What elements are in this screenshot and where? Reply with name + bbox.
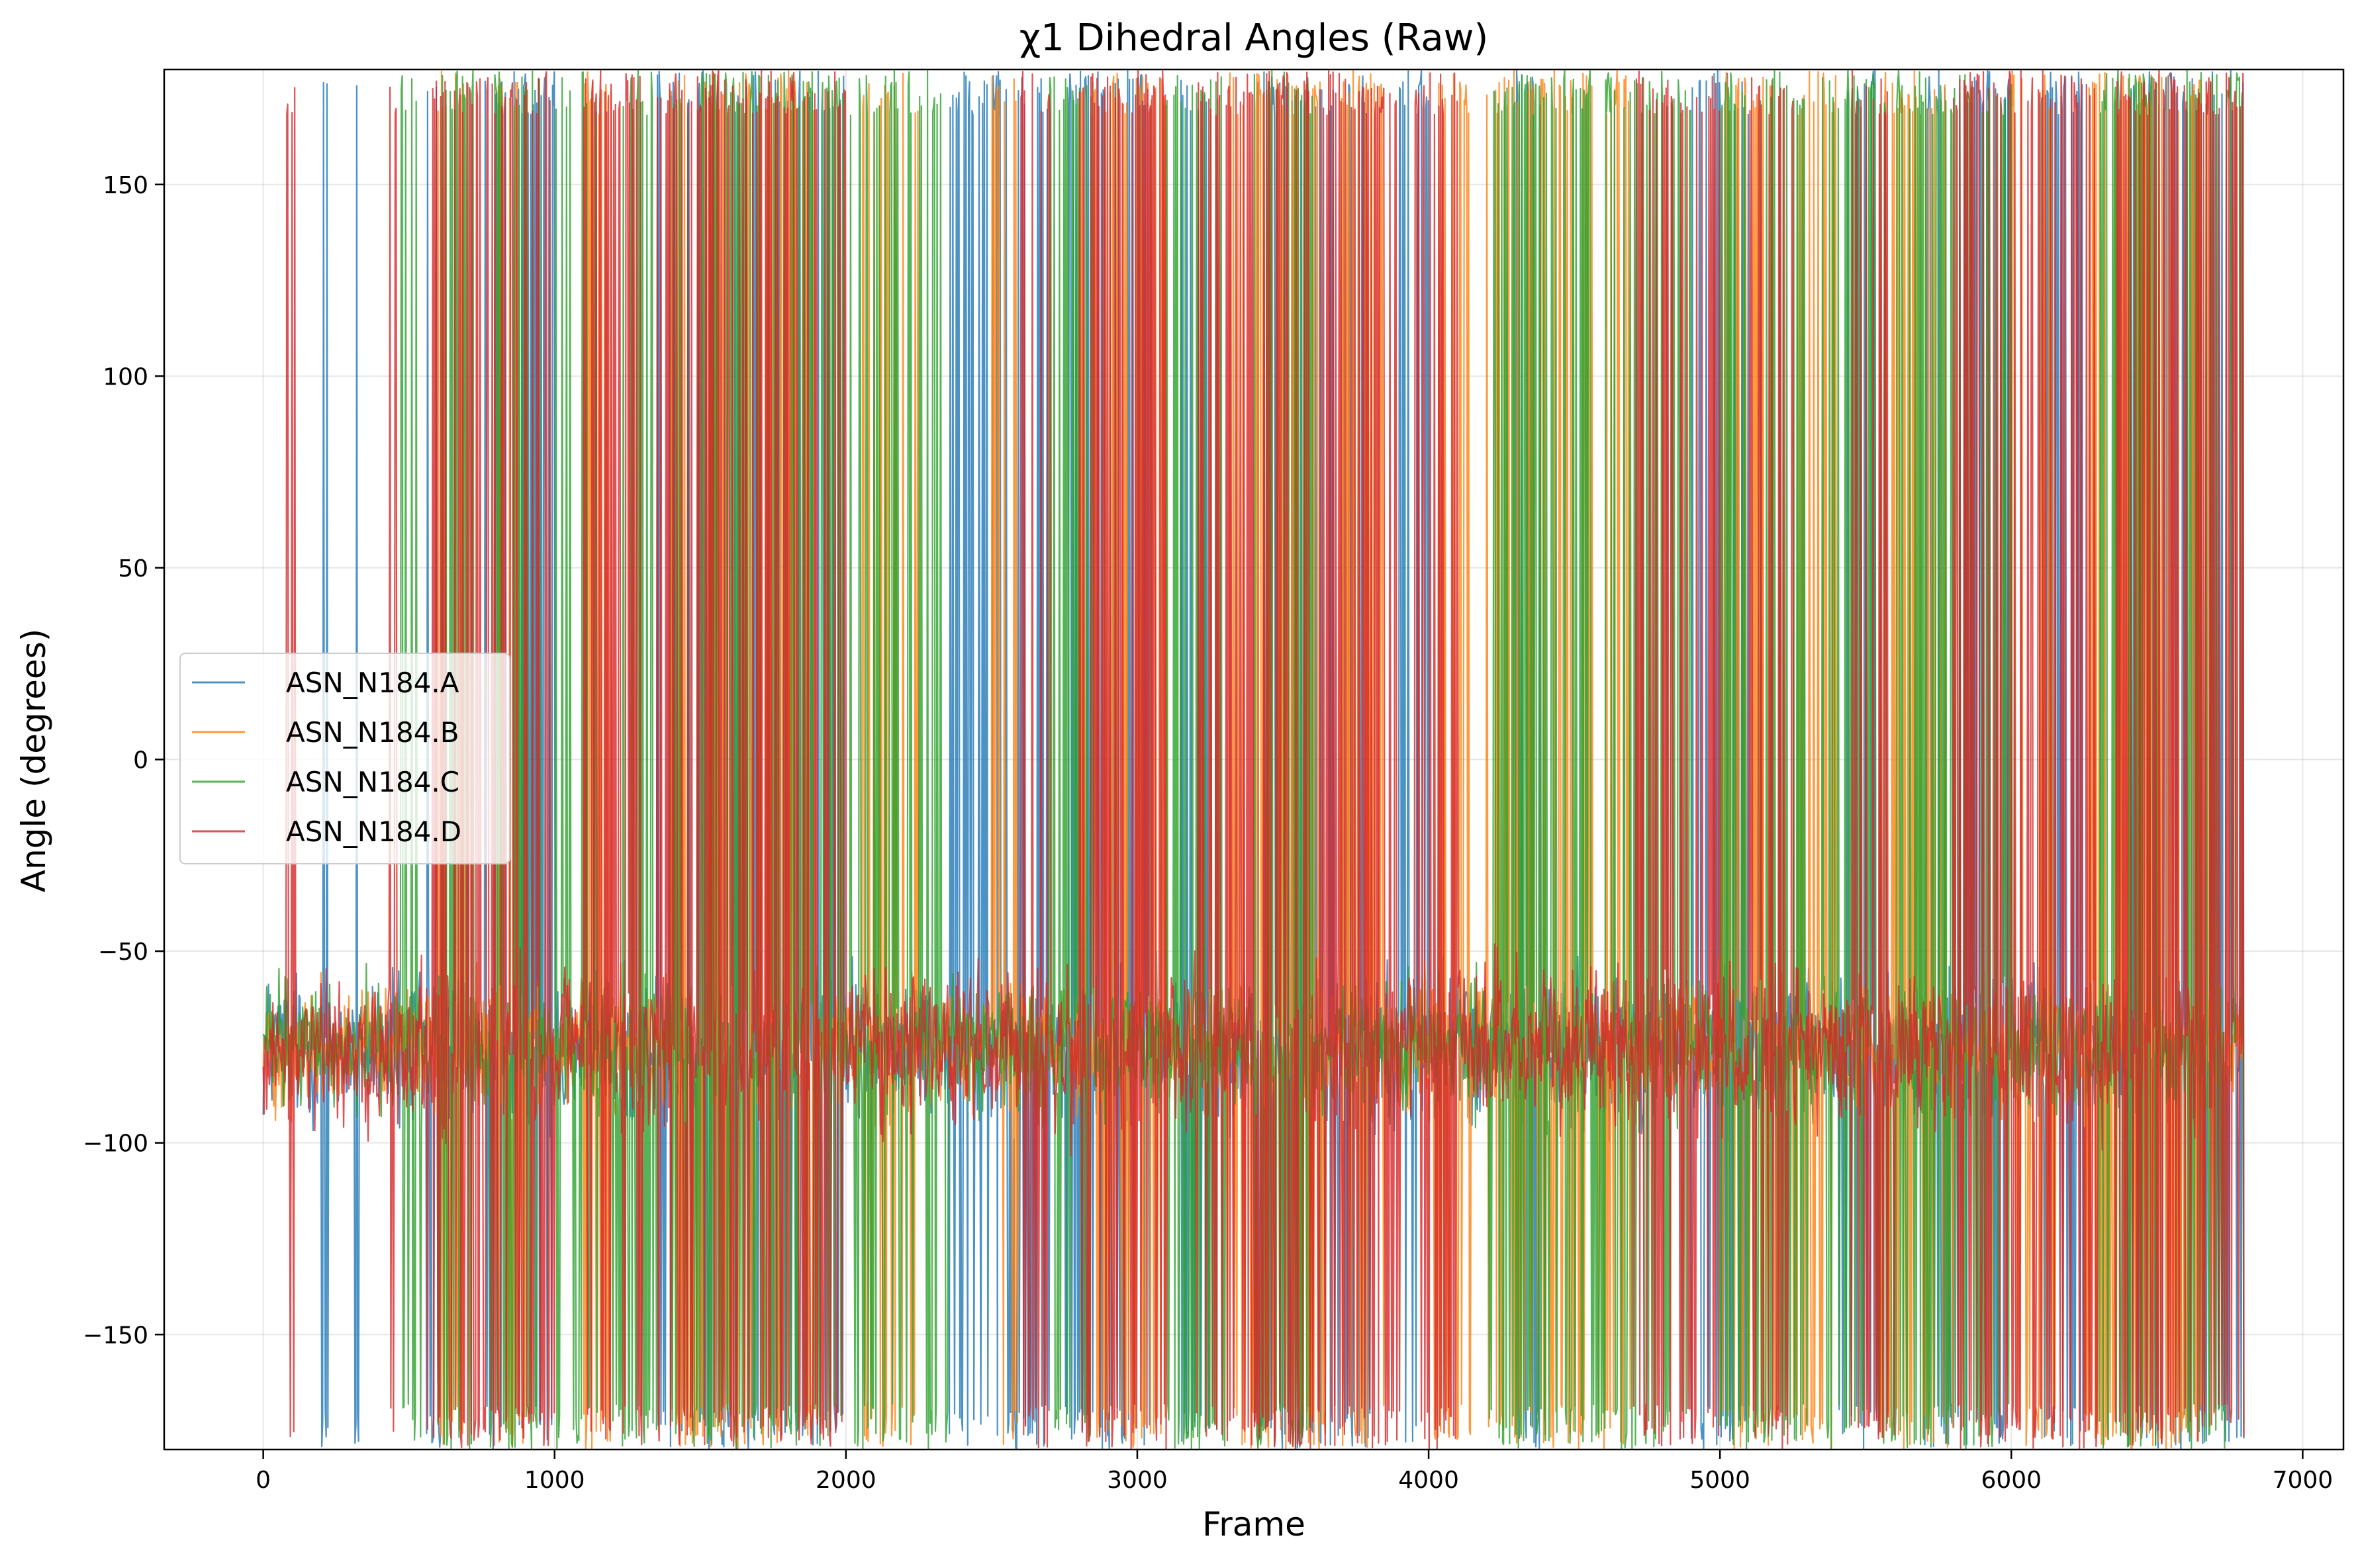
y-tick-label: −150 <box>83 1322 148 1349</box>
x-tick-label: 1000 <box>524 1467 585 1494</box>
y-axis-label: Angle (degrees) <box>15 629 53 892</box>
series-layer <box>262 69 2245 1450</box>
chart-title: χ1 Dihedral Angles (Raw) <box>1019 17 1488 60</box>
legend-label: ASN_N184.A <box>286 667 459 699</box>
y-tick-label: −50 <box>98 939 148 966</box>
x-axis-label: Frame <box>1202 1505 1305 1544</box>
y-tick-label: 0 <box>133 747 148 774</box>
y-tick-label: 50 <box>118 555 148 582</box>
x-tick-label: 2000 <box>816 1467 876 1494</box>
legend: ASN_N184.A ASN_N184.B ASN_N184.C ASN_N184.D <box>179 653 510 864</box>
legend-label: ASN_N184.D <box>286 815 461 848</box>
x-tick-label: 0 <box>256 1467 271 1494</box>
legend-label: ASN_N184.C <box>286 766 459 798</box>
y-tick-label: 150 <box>103 172 148 199</box>
x-tick-label: 3000 <box>1107 1467 1168 1494</box>
x-tick-label: 5000 <box>1689 1467 1750 1494</box>
x-tick-label: 4000 <box>1398 1467 1459 1494</box>
legend-label: ASN_N184.B <box>286 716 459 749</box>
x-axis: 0 1000 2000 3000 4000 5000 6000 7000 <box>256 1450 2333 1494</box>
y-tick-label: −100 <box>83 1130 148 1158</box>
y-tick-label: 100 <box>103 363 148 391</box>
series-line-ASN_N184.D <box>262 69 2245 1450</box>
legend-box <box>179 653 510 864</box>
x-tick-label: 7000 <box>2273 1467 2334 1494</box>
x-tick-label: 6000 <box>1981 1467 2042 1494</box>
y-axis: −150 −100 −50 0 50 100 150 <box>83 172 164 1349</box>
